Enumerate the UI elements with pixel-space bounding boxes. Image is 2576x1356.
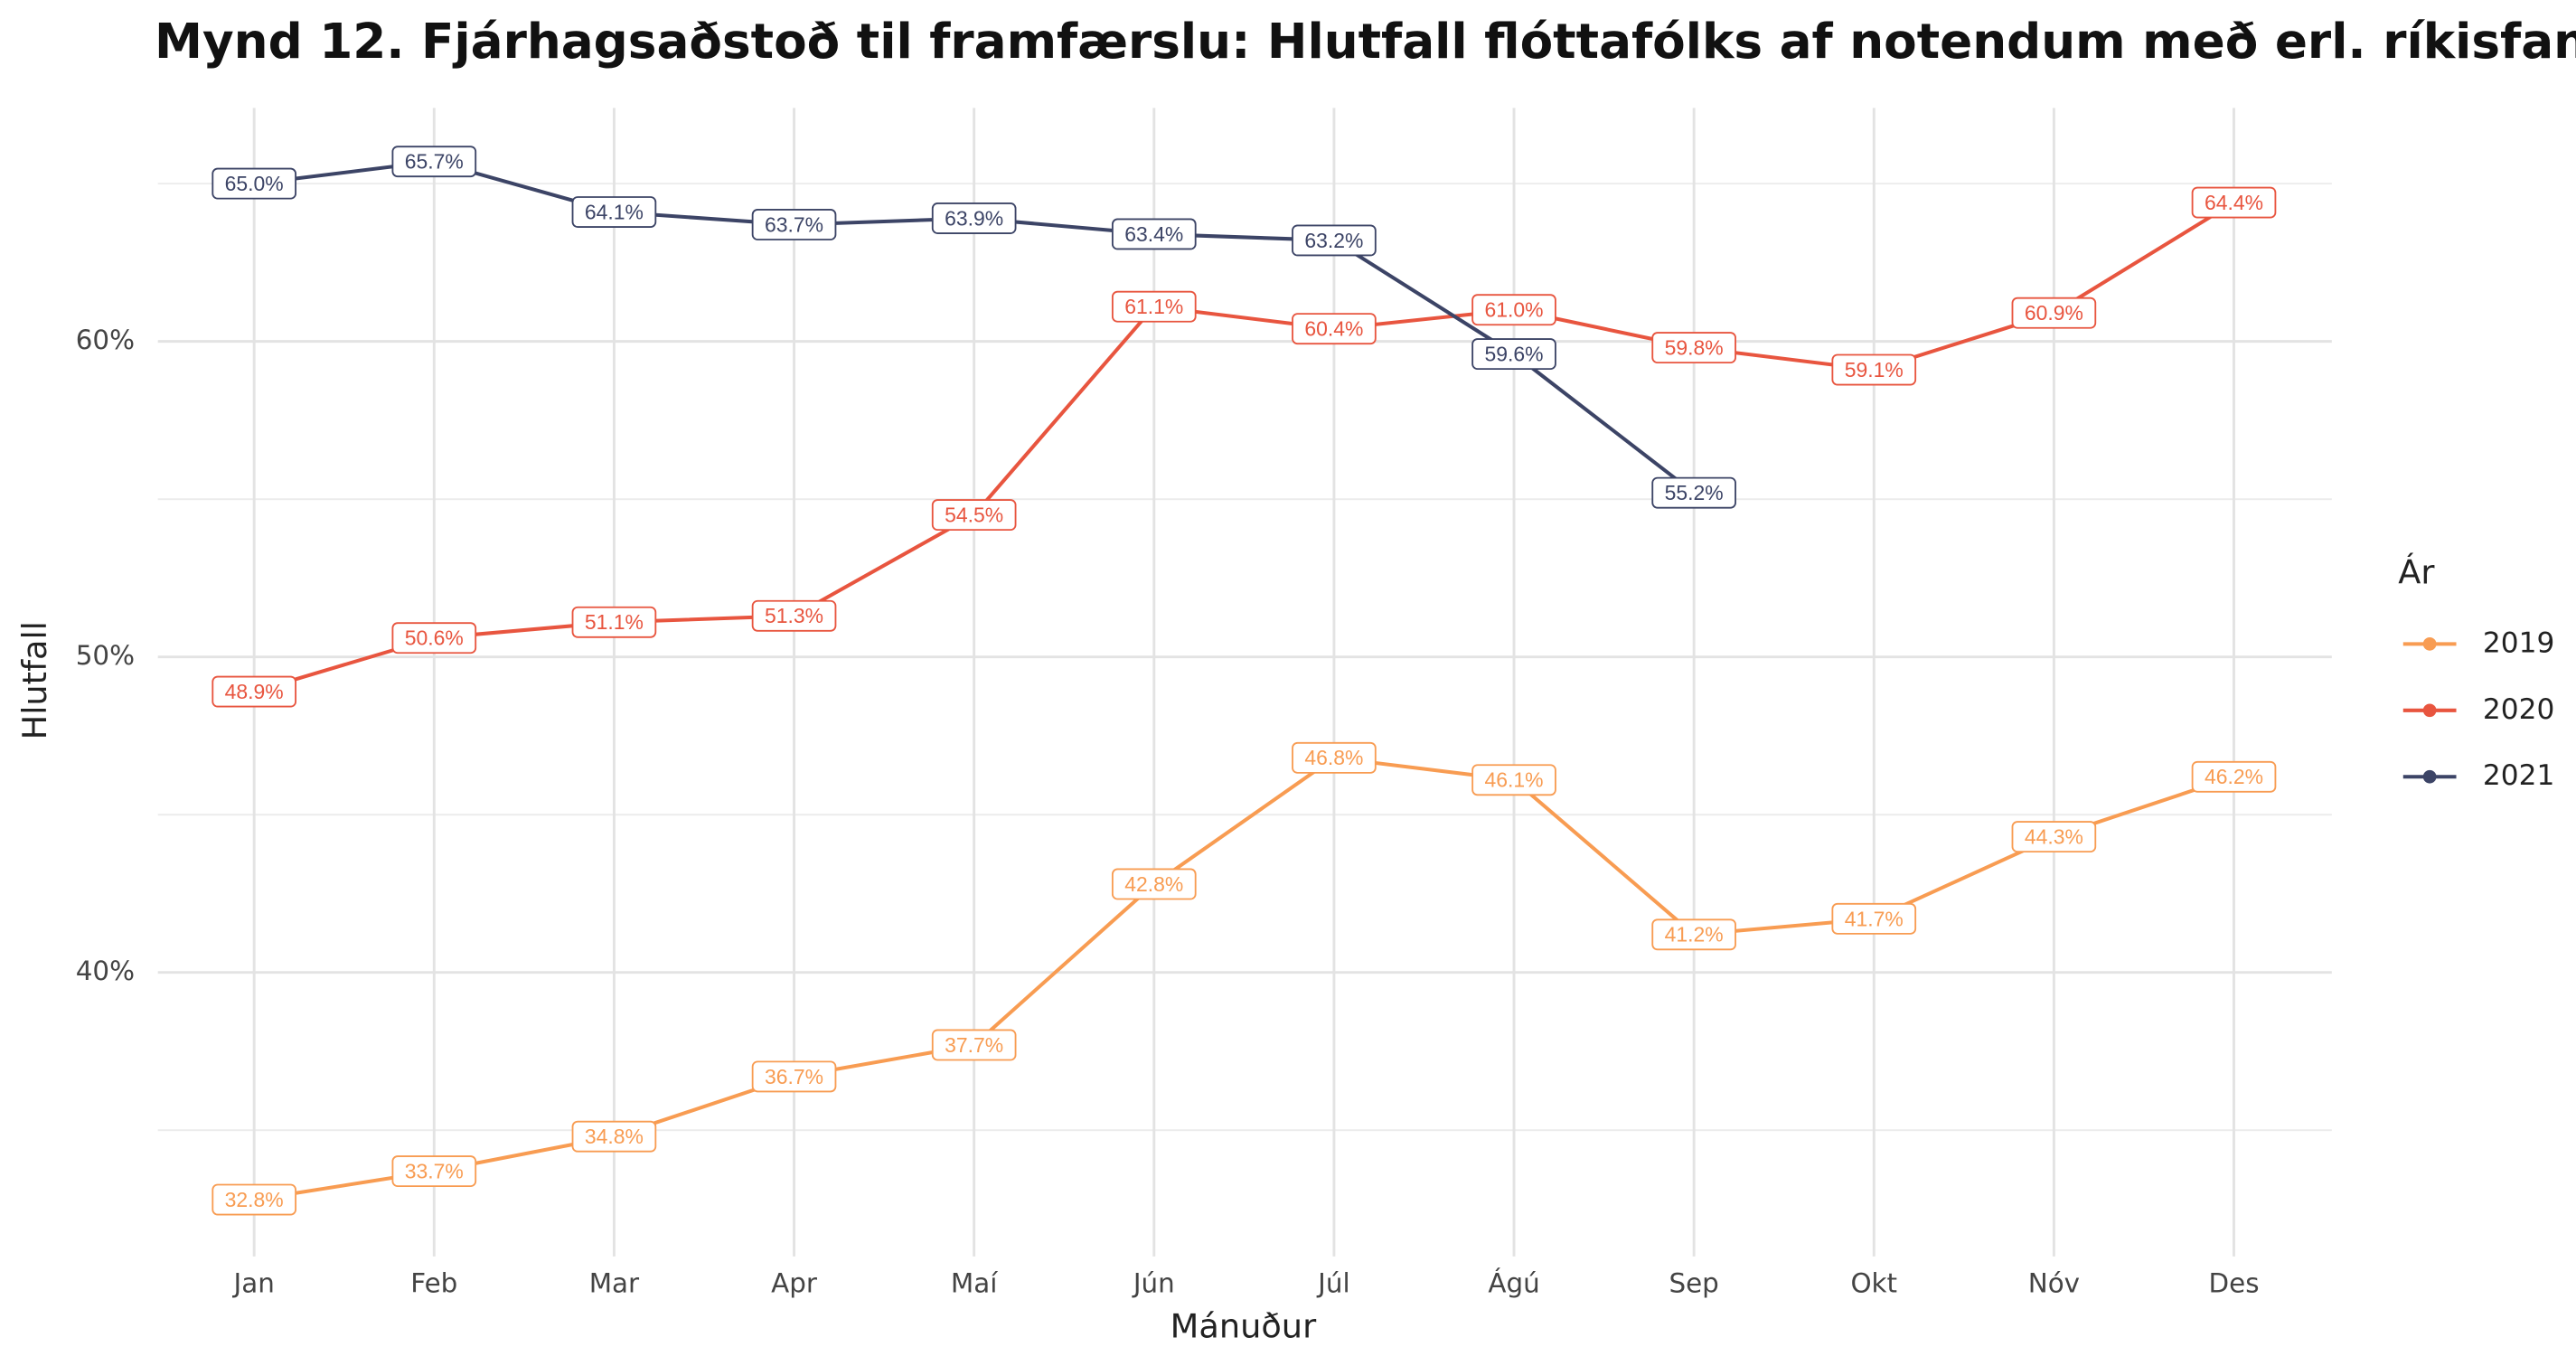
data-label: 44.3% [2025,825,2083,849]
data-label-box [2191,760,2277,793]
data-label: 36.7% [765,1065,823,1088]
data-label-box [931,499,1017,532]
data-label-box [931,1029,1017,1061]
data-label-box [1651,918,1736,951]
x-tick-label: Okt [1850,1268,1897,1299]
x-tick-label: Maí [951,1268,998,1299]
data-label: 65.0% [225,172,284,195]
data-label-box [391,622,477,654]
data-label: 63.4% [1124,222,1183,246]
data-label: 63.7% [765,212,823,236]
data-label: 60.9% [2025,301,2083,325]
data-label: 42.8% [1124,872,1183,896]
legend-label: 2020 [2483,693,2554,726]
data-label-box [1651,476,1736,509]
x-tick-label: Jún [1132,1268,1175,1299]
legend-marker [2422,637,2437,651]
legend-title: Ár [2398,552,2435,592]
data-label: 65.7% [405,150,464,174]
data-label-box [1111,868,1197,900]
data-label: 54.5% [945,503,1003,526]
data-label: 64.1% [585,200,644,223]
x-tick-label: Sep [1669,1268,1718,1299]
data-label: 51.1% [585,610,644,634]
x-tick-label: Júl [1316,1268,1349,1299]
x-tick-label: Ágú [1488,1267,1539,1299]
y-tick-label: 50% [76,640,135,671]
data-label-box [1111,218,1197,250]
data-label-box [571,196,657,228]
x-axis-label: Mánuður [1170,1306,1317,1345]
chart-title: Mynd 12. Fjárhagsaðstoð til framfærslu: … [155,14,2576,70]
data-label-box [1471,338,1556,371]
series-line [253,201,2235,693]
data-label-box [1292,224,1377,257]
series-line [253,756,2235,1202]
data-label-box [1292,741,1377,774]
data-label: 59.8% [1665,336,1724,360]
data-label: 33.7% [405,1159,464,1182]
data-label-box [1831,353,1917,386]
data-label: 41.2% [1665,923,1724,946]
data-label-box [751,209,837,240]
data-label: 34.8% [585,1125,644,1148]
data-label-box [1651,332,1736,364]
data-label-box [212,1183,296,1216]
data-label-box [571,1120,657,1153]
data-label: 51.3% [765,604,823,627]
data-label-box [212,675,296,708]
legend-label: 2021 [2483,759,2554,792]
legend-label: 2019 [2483,626,2554,659]
data-label: 46.8% [1304,746,1363,769]
data-label-box [1471,764,1556,796]
data-label-box [391,146,477,178]
y-tick-label: 60% [76,325,135,355]
data-label-box [2011,821,2097,853]
data-label: 59.1% [1845,358,1904,381]
data-label: 32.8% [225,1188,284,1211]
x-tick-label: Jan [232,1268,275,1299]
data-label-box [2191,186,2277,219]
data-label-box [1831,902,1917,935]
data-label-box [571,606,657,638]
data-label: 46.1% [1485,768,1544,792]
data-label: 59.6% [1485,342,1544,365]
data-label: 64.4% [2205,191,2263,214]
data-label: 41.7% [1845,907,1904,930]
x-tick-label: Mar [589,1268,640,1299]
x-tick-label: Feb [410,1268,457,1299]
legend-marker [2422,769,2437,784]
data-label: 61.1% [1124,295,1183,318]
data-label-box [391,1155,477,1188]
data-label: 37.7% [945,1033,1003,1057]
data-label: 48.9% [225,680,284,703]
x-tick-label: Apr [771,1268,818,1299]
data-label: 61.0% [1485,298,1544,322]
data-label: 55.2% [1665,481,1724,504]
data-label-box [2011,297,2097,329]
data-label: 63.2% [1304,229,1363,252]
y-axis-label: Hlutfall [15,621,54,739]
legend-marker [2422,703,2437,718]
y-tick-label: 40% [76,956,135,986]
data-label-box [751,599,837,632]
data-label-box [1471,294,1556,326]
data-label-box [1111,290,1197,323]
data-label: 60.4% [1304,317,1363,341]
data-label-box [751,1060,837,1093]
data-label: 63.9% [945,206,1003,230]
data-label-box [212,167,296,200]
data-label-box [1292,313,1377,345]
x-tick-label: Nóv [2028,1268,2080,1299]
data-label: 50.6% [405,626,464,650]
data-label-box [931,202,1017,234]
data-label: 46.2% [2205,765,2263,788]
x-tick-label: Des [2209,1268,2260,1299]
